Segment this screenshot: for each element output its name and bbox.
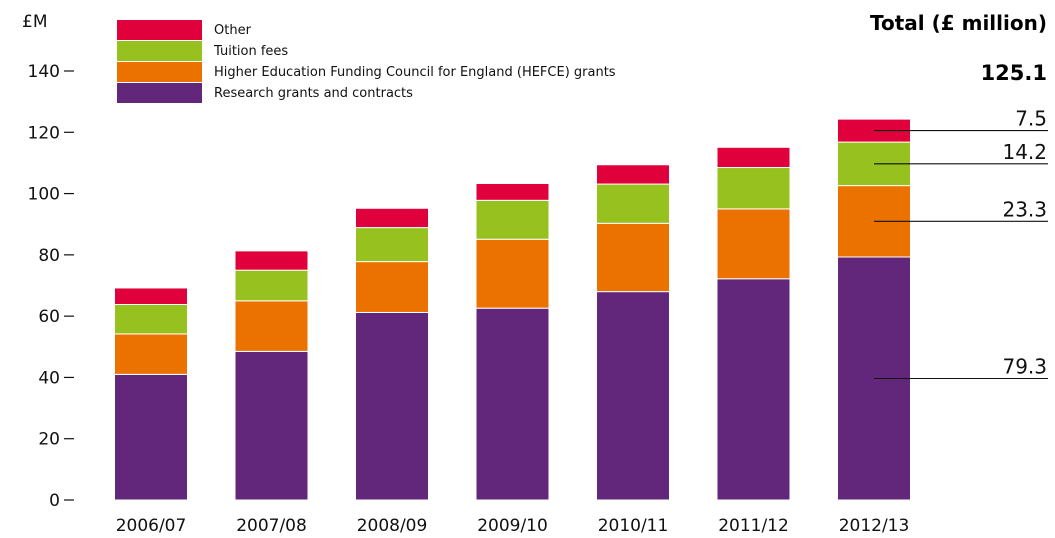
bar-segment-research-grants-and-contracts-2009-10 (475, 307, 550, 501)
bar-segment-higher-education-funding-council-for-england-hefce-grants-2011-12 (716, 208, 791, 280)
bar-segment-other-2011-12 (716, 146, 791, 169)
callout-value-other: 7.5 (1015, 107, 1047, 131)
bar-segment-tuition-fees-2006-07 (114, 303, 188, 335)
callout-value-research-grants-and-contracts: 79.3 (1002, 355, 1047, 379)
bar-segment-tuition-fees-2010-11 (596, 183, 670, 224)
y-tick-label: 60 (38, 307, 60, 327)
x-tick-label: 2012/13 (839, 516, 910, 536)
bars (114, 118, 911, 501)
bar-segment-other-2007-08 (234, 250, 309, 271)
bar-stack-2006-07 (114, 287, 188, 501)
callout-value-tuition-fees: 14.2 (1002, 140, 1047, 164)
bar-segment-other-2009-10 (475, 182, 550, 201)
bar-stack-2010-11 (596, 164, 670, 501)
bar-segment-tuition-fees-2007-08 (234, 269, 309, 302)
bar-segment-research-grants-and-contracts-2006-07 (114, 373, 188, 501)
bar-segment-higher-education-funding-council-for-england-hefce-grants-2009-10 (475, 238, 550, 309)
y-tick-label: 100 (28, 185, 60, 205)
legend: Other Tuition fees Higher Education Fundin… (117, 20, 616, 103)
bar-segment-higher-education-funding-council-for-england-hefce-grants-2006-07 (114, 333, 188, 375)
bar-stack-2012-13 (837, 118, 911, 501)
bar-segment-research-grants-and-contracts-2010-11 (596, 291, 670, 501)
bar-segment-other-2006-07 (114, 287, 188, 305)
bar-segment-higher-education-funding-council-for-england-hefce-grants-2010-11 (596, 222, 670, 293)
bar-segment-research-grants-and-contracts-2008-09 (355, 311, 429, 501)
y-tick-label: 20 (38, 430, 60, 450)
bar-segment-other-2010-11 (596, 164, 670, 185)
bar-stack-2008-09 (355, 207, 429, 501)
legend-label-higher-education-funding-council-for-england-hefce-grants: Higher Education Funding Council for Eng… (214, 65, 616, 80)
legend-swatch-research-grants-and-contracts (117, 83, 202, 103)
y-tick-label: 80 (38, 246, 60, 266)
y-tick-label: 40 (38, 368, 60, 388)
bar-stack-2007-08 (234, 250, 309, 501)
legend-swatch-higher-education-funding-council-for-england-hefce-grants (117, 62, 202, 82)
x-tick-label: 2009/10 (477, 516, 548, 536)
x-tick-label: 2006/07 (116, 516, 187, 536)
y-tick-label: 140 (28, 62, 60, 82)
x-tick-label: 2008/09 (357, 516, 428, 536)
callout-value-higher-education-funding-council-for-england-hefce-grants: 23.3 (1002, 197, 1047, 221)
bar-segment-research-grants-and-contracts-2007-08 (234, 350, 309, 501)
y-tick-label: 0 (49, 491, 60, 511)
bar-segment-tuition-fees-2008-09 (355, 227, 429, 263)
bar-segment-higher-education-funding-council-for-england-hefce-grants-2007-08 (234, 300, 309, 352)
x-tick-label: 2010/11 (598, 516, 669, 536)
bar-segment-higher-education-funding-council-for-england-hefce-grants-2008-09 (355, 261, 429, 313)
x-tick-label: 2007/08 (236, 516, 307, 536)
total-value: 125.1 (981, 61, 1047, 85)
legend-swatch-other (117, 20, 202, 40)
legend-label-tuition-fees: Tuition fees (213, 44, 288, 59)
bar-segment-tuition-fees-2011-12 (716, 167, 791, 210)
bar-stack-2009-10 (475, 182, 550, 501)
legend-swatch-tuition-fees (117, 41, 202, 61)
legend-label-research-grants-and-contracts: Research grants and contracts (214, 86, 413, 101)
x-tick-label: 2011/12 (718, 516, 789, 536)
legend-label-other: Other (214, 23, 252, 38)
total-callouts: 7.5 14.2 23.3 79.3 (874, 107, 1048, 380)
bar-stack-2011-12 (716, 146, 791, 501)
y-tick-label: 120 (28, 123, 60, 143)
total-title: Total (£ million) (870, 11, 1047, 35)
y-axis-label: £M (22, 12, 47, 32)
bar-segment-tuition-fees-2009-10 (475, 199, 550, 240)
y-axis: 0 20 40 60 80 100 120 140 (28, 62, 74, 511)
bar-segment-other-2008-09 (355, 207, 429, 229)
x-axis: 2006/07 2007/08 2008/09 2009/10 2010/11 2011/… (116, 516, 910, 536)
bar-segment-research-grants-and-contracts-2011-12 (716, 278, 791, 501)
